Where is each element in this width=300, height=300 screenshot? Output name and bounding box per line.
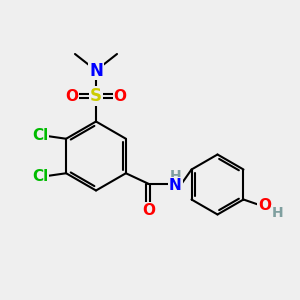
Text: Cl: Cl <box>32 169 48 184</box>
Text: H: H <box>272 206 283 220</box>
Text: O: O <box>65 88 79 104</box>
Text: H: H <box>169 169 181 183</box>
Text: O: O <box>258 198 271 213</box>
Text: N: N <box>89 61 103 80</box>
Text: S: S <box>90 87 102 105</box>
Text: Cl: Cl <box>32 128 48 143</box>
Text: O: O <box>113 88 127 104</box>
Text: O: O <box>142 203 155 218</box>
Text: N: N <box>169 178 182 193</box>
